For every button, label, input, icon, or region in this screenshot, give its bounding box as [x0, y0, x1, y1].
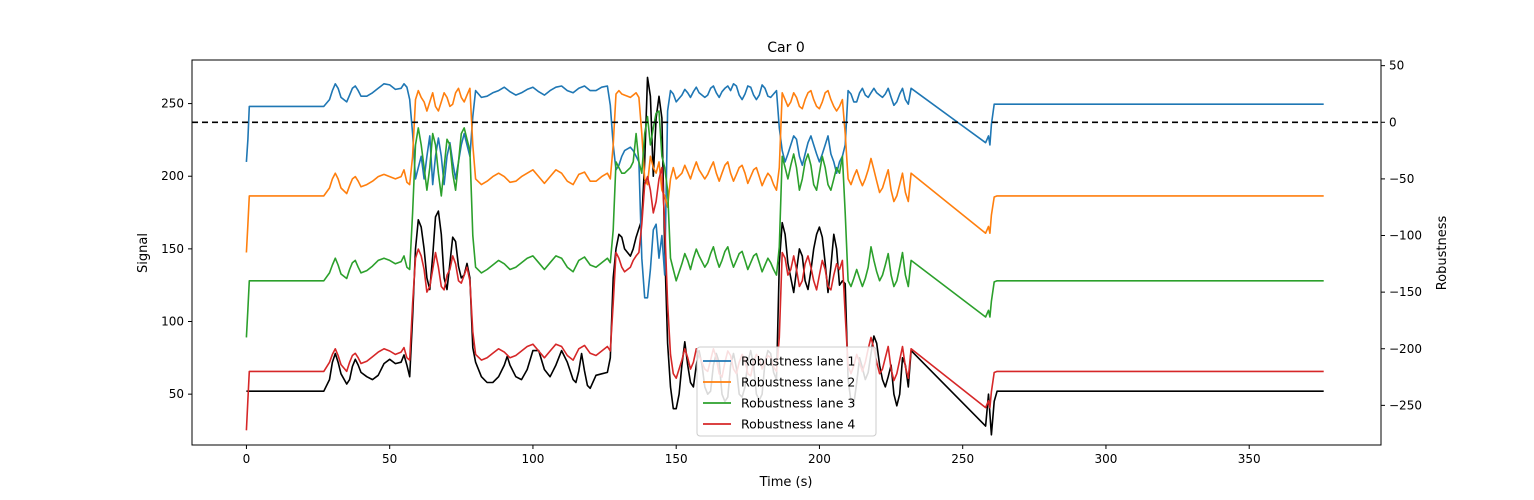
- legend-label: Robustness lane 3: [741, 396, 855, 411]
- plot-frame: [191, 59, 1382, 446]
- chart-title: Car 0: [767, 40, 804, 56]
- y-tick-label: 200: [161, 169, 184, 183]
- y2-tick-label: −150: [1389, 285, 1422, 299]
- plot-lines: [245, 76, 1324, 436]
- y2-axis-label: Robustness: [1435, 215, 1450, 290]
- y-axis-label: Signal: [136, 233, 151, 273]
- y-tick-label: 50: [169, 387, 184, 401]
- x-axis-label: Time (s): [759, 475, 813, 490]
- series-line-robustness-lane-4: [245, 166, 1324, 431]
- legend-label: Robustness lane 2: [741, 375, 855, 390]
- y2-tick-label: −100: [1389, 229, 1422, 243]
- x-tick-label: 150: [665, 452, 688, 466]
- x-tick-label: 50: [382, 452, 397, 466]
- series-line-robustness-lane-1: [245, 83, 1324, 299]
- x-tick-label: 300: [1095, 452, 1118, 466]
- legend-box: [696, 346, 877, 437]
- x-tick-label: 350: [1238, 452, 1261, 466]
- y-axis-right: −250 −200 −150 −100 −50 0 50: [1381, 59, 1422, 412]
- y2-tick-label: 50: [1389, 59, 1404, 73]
- x-tick-label: 0: [243, 452, 251, 466]
- x-axis: 0 50 100 150 200 250 300 350: [243, 445, 1261, 466]
- x-tick-label: 100: [521, 452, 544, 466]
- y2-tick-label: −200: [1389, 342, 1422, 356]
- y-axis-left: 50 100 150 200 250: [161, 97, 192, 401]
- x-tick-label: 250: [951, 452, 974, 466]
- legend-label: Robustness lane 4: [741, 417, 855, 432]
- y2-tick-label: 0: [1389, 115, 1397, 129]
- legend-label: Robustness lane 1: [741, 354, 855, 369]
- y2-tick-label: −50: [1389, 172, 1414, 186]
- y2-tick-label: −250: [1389, 398, 1422, 412]
- y-tick-label: 250: [161, 97, 184, 111]
- series-line-robustness-lane-3: [245, 110, 1324, 338]
- legend: Robustness lane 1 Robustness lane 2 Robust…: [696, 346, 877, 437]
- y-tick-label: 100: [161, 315, 184, 329]
- x-tick-label: 200: [808, 452, 831, 466]
- y-tick-label: 150: [161, 242, 184, 256]
- signal-series-line: [246, 76, 1324, 436]
